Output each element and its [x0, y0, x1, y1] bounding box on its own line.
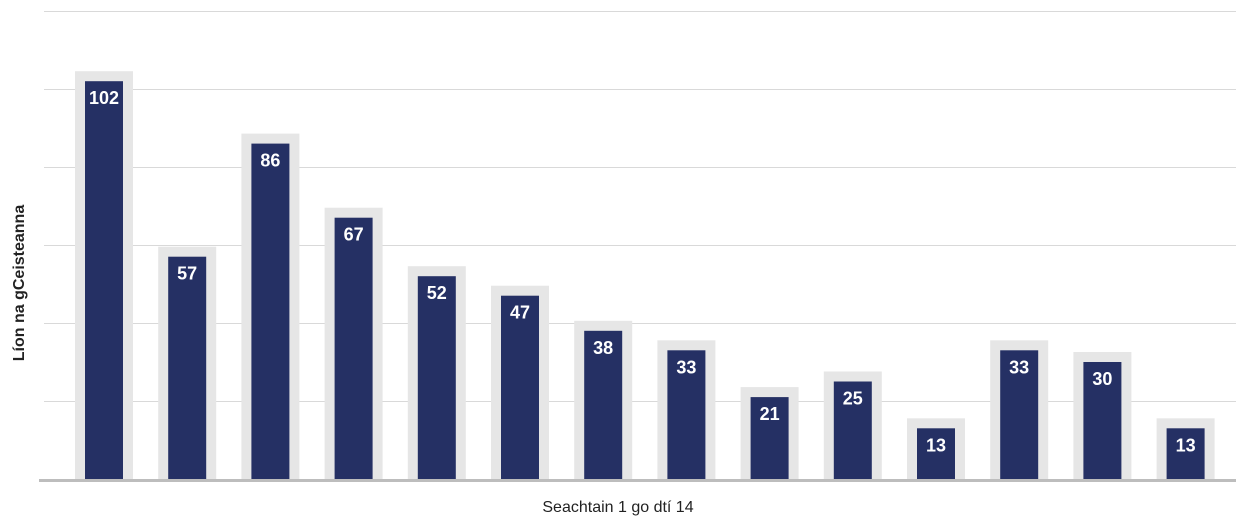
data-label: 25: [843, 389, 863, 409]
bar: [334, 217, 373, 479]
bar: [1166, 428, 1205, 479]
bar: [251, 143, 290, 479]
data-label: 21: [760, 404, 780, 424]
x-axis-baseline: [39, 479, 1236, 482]
bar: [417, 276, 456, 479]
data-label: 67: [344, 225, 364, 245]
data-label: 57: [177, 264, 197, 284]
bar: [917, 428, 955, 479]
bar: [1000, 350, 1039, 479]
bar: [1083, 362, 1122, 479]
data-label: 13: [926, 435, 946, 455]
bar: [501, 295, 539, 479]
bar: [168, 256, 207, 479]
bar: [750, 397, 789, 479]
bar: [85, 81, 123, 479]
data-label: 86: [260, 151, 280, 171]
data-label: 52: [427, 283, 447, 303]
bar: [584, 330, 623, 479]
x-axis-title: Seachtain 1 go dtí 14: [542, 499, 694, 516]
data-label: 38: [593, 338, 613, 358]
data-label: 47: [510, 303, 530, 323]
y-axis-title: Líon na gCeisteanna: [11, 204, 28, 362]
data-label: 30: [1092, 369, 1112, 389]
data-label: 13: [1176, 435, 1196, 455]
data-label: 33: [1009, 357, 1029, 377]
data-label: 33: [676, 357, 696, 377]
bar: [667, 350, 706, 479]
bar: [833, 381, 872, 479]
data-label: 102: [89, 88, 119, 108]
